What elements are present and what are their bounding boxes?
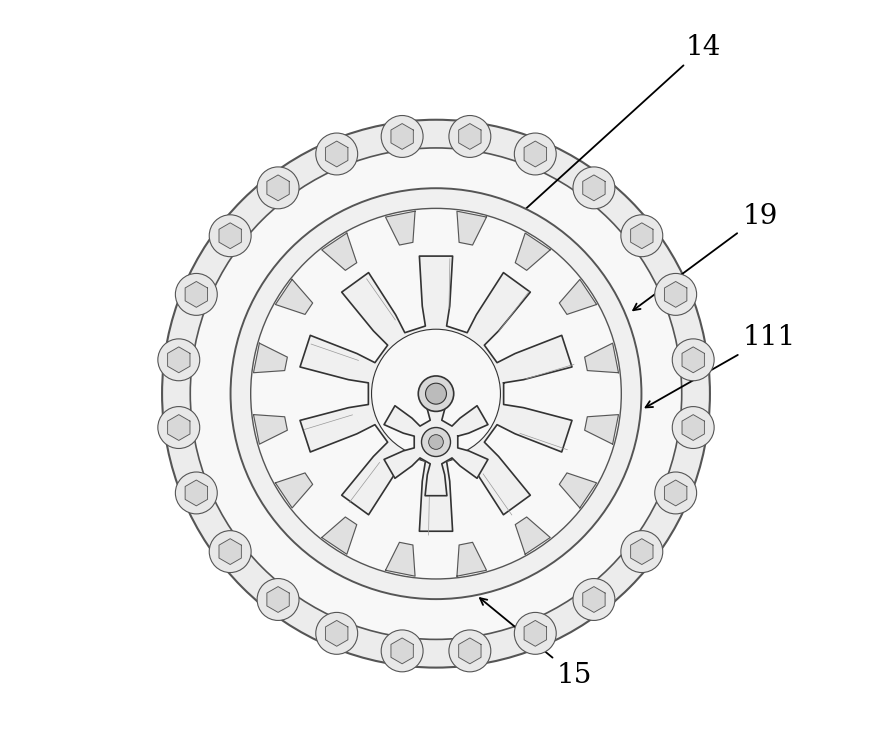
Polygon shape <box>385 542 415 576</box>
Polygon shape <box>391 638 413 664</box>
Circle shape <box>421 427 451 457</box>
Circle shape <box>672 406 714 449</box>
Polygon shape <box>300 256 572 531</box>
Polygon shape <box>219 223 242 248</box>
Circle shape <box>655 273 697 316</box>
Polygon shape <box>630 539 653 565</box>
Circle shape <box>316 133 358 175</box>
Circle shape <box>419 376 453 412</box>
Polygon shape <box>584 415 618 444</box>
Circle shape <box>371 329 501 458</box>
Polygon shape <box>254 415 288 444</box>
Polygon shape <box>267 175 290 201</box>
Circle shape <box>209 531 251 573</box>
Polygon shape <box>391 123 413 149</box>
Polygon shape <box>459 638 481 664</box>
Circle shape <box>209 215 251 256</box>
Circle shape <box>175 273 217 316</box>
Polygon shape <box>459 123 481 149</box>
Circle shape <box>655 472 697 514</box>
Polygon shape <box>524 621 547 646</box>
Polygon shape <box>682 347 705 372</box>
Text: 14: 14 <box>512 34 721 221</box>
Circle shape <box>573 579 615 621</box>
Text: 111: 111 <box>645 324 795 407</box>
Polygon shape <box>384 388 488 496</box>
Circle shape <box>257 579 299 621</box>
Circle shape <box>250 208 622 579</box>
Polygon shape <box>185 480 208 505</box>
Polygon shape <box>524 141 547 167</box>
Polygon shape <box>322 233 357 270</box>
Polygon shape <box>385 211 415 245</box>
Polygon shape <box>457 542 487 576</box>
Circle shape <box>449 630 491 672</box>
Polygon shape <box>559 473 596 508</box>
Circle shape <box>190 148 682 639</box>
Polygon shape <box>276 473 313 508</box>
Polygon shape <box>167 347 190 372</box>
Circle shape <box>175 472 217 514</box>
Polygon shape <box>254 343 288 372</box>
Circle shape <box>672 339 714 381</box>
Circle shape <box>449 115 491 157</box>
Circle shape <box>573 167 615 209</box>
Circle shape <box>429 435 443 449</box>
Polygon shape <box>664 282 687 307</box>
Polygon shape <box>630 223 653 248</box>
Polygon shape <box>325 621 348 646</box>
Polygon shape <box>584 343 618 372</box>
Text: 19: 19 <box>633 203 778 310</box>
Circle shape <box>381 115 423 157</box>
Circle shape <box>257 167 299 209</box>
Polygon shape <box>515 233 550 270</box>
Polygon shape <box>515 517 550 554</box>
Polygon shape <box>582 587 605 613</box>
Circle shape <box>158 339 200 381</box>
Circle shape <box>621 531 663 573</box>
Polygon shape <box>185 282 208 307</box>
Polygon shape <box>582 175 605 201</box>
Circle shape <box>158 406 200 449</box>
Circle shape <box>316 613 358 654</box>
Circle shape <box>230 188 642 599</box>
Text: 15: 15 <box>480 598 592 689</box>
Circle shape <box>381 630 423 672</box>
Polygon shape <box>322 517 357 554</box>
Polygon shape <box>559 279 596 314</box>
Polygon shape <box>167 415 190 440</box>
Circle shape <box>514 613 556 654</box>
Circle shape <box>514 133 556 175</box>
Polygon shape <box>276 279 313 314</box>
Polygon shape <box>682 415 705 440</box>
Polygon shape <box>325 141 348 167</box>
Polygon shape <box>664 480 687 505</box>
Circle shape <box>621 215 663 256</box>
Polygon shape <box>219 539 242 565</box>
Polygon shape <box>267 587 290 613</box>
Circle shape <box>162 120 710 667</box>
Circle shape <box>426 384 446 404</box>
Polygon shape <box>457 211 487 245</box>
